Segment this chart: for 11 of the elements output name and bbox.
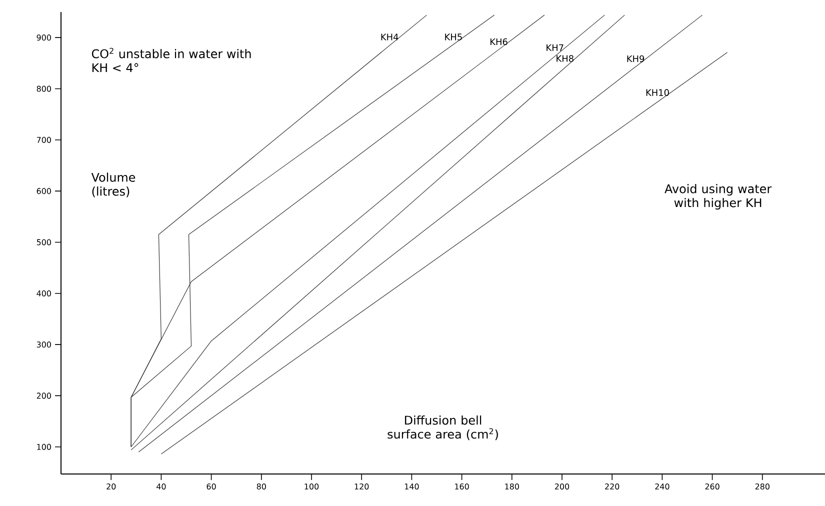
annotation: Avoid using water with higher KH xyxy=(664,184,772,210)
x-axis-title: Diffusion bell surface area (cm$^{2}$) xyxy=(388,415,498,440)
y-axis-title: Volume (litres) xyxy=(91,172,136,198)
series-label: KH4 xyxy=(381,34,398,40)
series-label: KH8 xyxy=(556,55,574,62)
annotation: CO$^{2}$ unstable in water with KH < 4° xyxy=(92,48,251,72)
series-label: KH9 xyxy=(627,55,644,62)
series-label: KH7 xyxy=(546,44,564,51)
series-label: KH6 xyxy=(490,38,508,46)
series-label: KH5 xyxy=(445,34,462,40)
series-label: KH10 xyxy=(646,89,669,96)
